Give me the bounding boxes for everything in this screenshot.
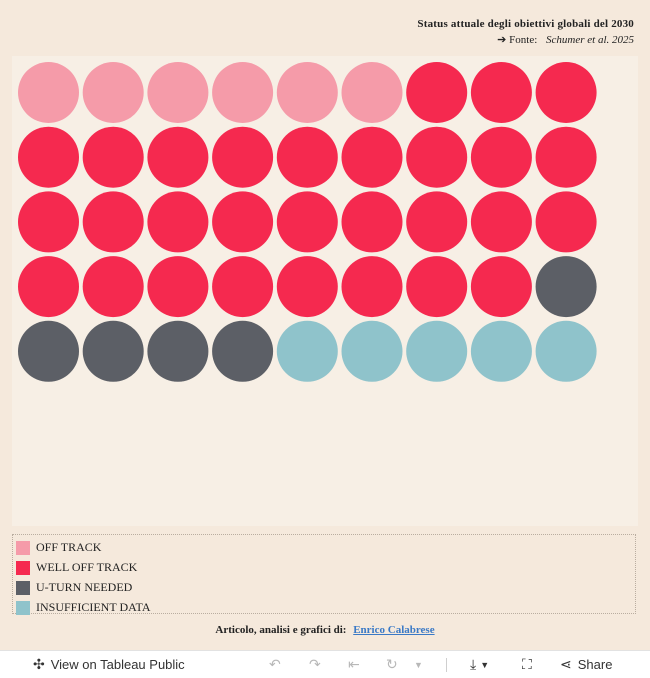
waffle-dot-well-off-track[interactable] <box>212 126 274 188</box>
credit-line: Articolo, analisi e grafici di: Enrico C… <box>0 624 650 636</box>
waffle-dot-off-track[interactable] <box>147 62 209 123</box>
waffle-dot-well-off-track[interactable] <box>82 126 144 188</box>
share-button[interactable]: ⋖ Share <box>560 651 612 678</box>
legend-swatch <box>16 560 30 575</box>
chevron-down-icon: ▼ <box>480 659 490 670</box>
waffle-dot-well-off-track[interactable] <box>535 126 597 188</box>
source-prefix: ➔ Fonte: <box>497 34 538 46</box>
waffle-dot-off-track[interactable] <box>341 62 403 123</box>
waffle-dot-well-off-track[interactable] <box>470 191 532 253</box>
waffle-dot-well-off-track[interactable] <box>535 191 597 253</box>
waffle-dot-well-off-track[interactable] <box>82 256 144 318</box>
undo-icon: ↶ <box>269 656 281 672</box>
title-block: Status attuale degli obiettivi globali d… <box>417 18 634 46</box>
waffle-dot-well-off-track[interactable] <box>147 191 209 253</box>
dropdown-icon: ▼ <box>414 659 423 670</box>
waffle-dot-well-off-track[interactable] <box>82 191 144 253</box>
waffle-dot-well-off-track[interactable] <box>18 191 79 253</box>
legend-swatch <box>16 600 30 615</box>
waffle-dot-insufficient-data[interactable] <box>276 320 338 382</box>
chart-title: Status attuale degli obiettivi globali d… <box>417 18 634 30</box>
legend-swatch <box>16 540 30 555</box>
waffle-dot-well-off-track[interactable] <box>341 256 403 318</box>
waffle-dot-insufficient-data[interactable] <box>341 320 403 382</box>
waffle-dot-u-turn-needed[interactable] <box>147 320 209 382</box>
revert-icon: ⇤ <box>348 656 360 672</box>
waffle-chart <box>18 62 597 382</box>
waffle-dot-insufficient-data[interactable] <box>470 320 532 382</box>
waffle-dot-off-track[interactable] <box>18 62 79 123</box>
share-icon: ⋖ <box>560 656 572 672</box>
author-link[interactable]: Enrico Calabrese <box>353 624 435 636</box>
waffle-dot-off-track[interactable] <box>276 62 338 123</box>
waffle-dot-u-turn-needed[interactable] <box>212 320 274 382</box>
refresh-button[interactable]: ↻ <box>386 651 398 678</box>
redo-button[interactable]: ↷ <box>309 651 321 678</box>
legend: OFF TRACK WELL OFF TRACK U-TURN NEEDED I… <box>12 534 636 615</box>
refresh-icon: ↻ <box>386 656 398 672</box>
waffle-dot-well-off-track[interactable] <box>147 126 209 188</box>
legend-item-well-off-track[interactable]: WELL OFF TRACK <box>16 560 137 575</box>
waffle-dot-u-turn-needed[interactable] <box>82 320 144 382</box>
waffle-dot-well-off-track[interactable] <box>406 126 468 188</box>
waffle-dot-well-off-track[interactable] <box>276 191 338 253</box>
redo-icon: ↷ <box>309 656 321 672</box>
legend-swatch <box>16 580 30 595</box>
waffle-dot-well-off-track[interactable] <box>406 256 468 318</box>
download-button[interactable]: ⤓ ▼ <box>470 651 489 678</box>
legend-item-off-track[interactable]: OFF TRACK <box>16 540 101 555</box>
legend-label: U-TURN NEEDED <box>36 580 133 594</box>
waffle-dot-well-off-track[interactable] <box>212 256 274 318</box>
legend-label: OFF TRACK <box>36 540 102 554</box>
waffle-dot-well-off-track[interactable] <box>276 256 338 318</box>
waffle-dot-well-off-track[interactable] <box>406 62 468 123</box>
waffle-dot-u-turn-needed[interactable] <box>18 320 79 382</box>
legend-label: INSUFFICIENT DATA <box>36 600 151 614</box>
tableau-logo-icon: ✣ <box>33 656 45 672</box>
waffle-dot-well-off-track[interactable] <box>470 256 532 318</box>
view-on-tableau-button[interactable]: ✣ View on Tableau Public <box>33 651 185 678</box>
waffle-dot-off-track[interactable] <box>82 62 144 123</box>
waffle-dot-well-off-track[interactable] <box>406 191 468 253</box>
legend-item-u-turn-needed[interactable]: U-TURN NEEDED <box>16 580 132 595</box>
fullscreen-button[interactable]: ⛶ <box>522 651 532 678</box>
share-label: Share <box>577 657 613 672</box>
waffle-dot-insufficient-data[interactable] <box>406 320 468 382</box>
tableau-toolbar: ✣ View on Tableau Public ↶ ↷ ⇤ ↻ ▼ ⤓ ▼ ⛶… <box>0 650 650 678</box>
waffle-dot-well-off-track[interactable] <box>276 126 338 188</box>
toolbar-divider <box>446 658 447 672</box>
waffle-dot-well-off-track[interactable] <box>212 191 274 253</box>
legend-label: WELL OFF TRACK <box>36 560 138 574</box>
legend-item-insufficient-data[interactable]: INSUFFICIENT DATA <box>16 600 151 615</box>
source-name: Schumer et al. 2025 <box>546 34 634 46</box>
undo-button[interactable]: ↶ <box>269 651 281 678</box>
fullscreen-icon: ⛶ <box>522 656 532 672</box>
waffle-dot-well-off-track[interactable] <box>535 62 597 123</box>
download-icon: ⤓ <box>470 656 477 672</box>
waffle-dot-well-off-track[interactable] <box>341 126 403 188</box>
waffle-dot-insufficient-data[interactable] <box>535 320 597 382</box>
waffle-dot-well-off-track[interactable] <box>18 256 79 318</box>
waffle-dot-well-off-track[interactable] <box>18 126 79 188</box>
waffle-chart-panel <box>12 56 638 526</box>
waffle-dot-off-track[interactable] <box>212 62 274 123</box>
waffle-dot-u-turn-needed[interactable] <box>535 256 597 318</box>
revert-button[interactable]: ⇤ <box>348 651 360 678</box>
source-line: ➔ Fonte: Schumer et al. 2025 <box>417 33 634 46</box>
waffle-dot-well-off-track[interactable] <box>470 62 532 123</box>
waffle-dot-well-off-track[interactable] <box>147 256 209 318</box>
waffle-dot-well-off-track[interactable] <box>341 191 403 253</box>
waffle-dot-well-off-track[interactable] <box>470 126 532 188</box>
credit-prefix: Articolo, analisi e grafici di: <box>215 624 347 636</box>
pause-dropdown[interactable]: ▼ <box>414 651 423 678</box>
view-on-tableau-label: View on Tableau Public <box>50 657 185 672</box>
